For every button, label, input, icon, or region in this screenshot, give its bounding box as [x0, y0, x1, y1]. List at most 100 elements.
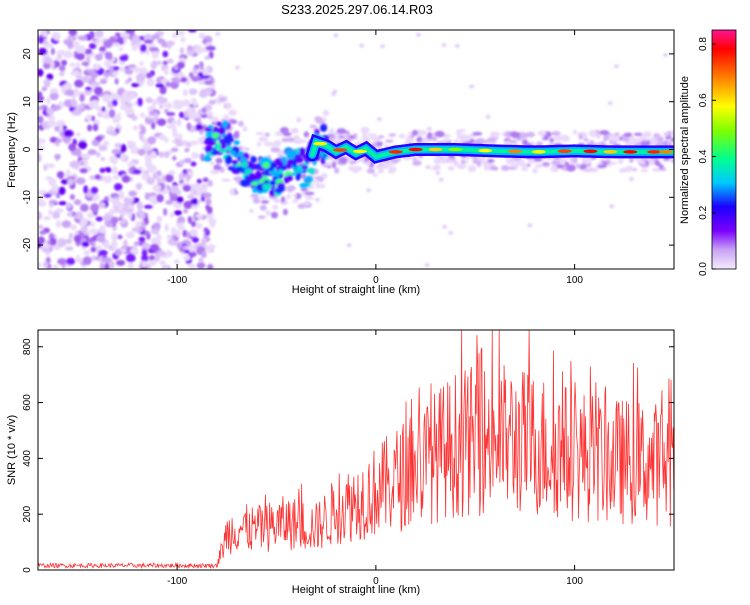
spectrogram-noise-blob — [123, 239, 128, 249]
x-tick-label: 100 — [566, 275, 583, 286]
spectrogram-noise-blob — [124, 106, 134, 116]
spectrogram-noise-blob — [628, 176, 634, 181]
spectrogram-noise-blob — [135, 182, 143, 190]
spectrogram-noise-blob — [203, 227, 209, 233]
spectrogram-noise-blob — [92, 196, 98, 202]
spectrogram-signal-blob — [264, 169, 270, 177]
spectrogram-noise-blob — [207, 179, 213, 187]
spectrogram-noise-blob — [163, 208, 168, 216]
spectrogram-noise-blob — [135, 220, 142, 228]
spectrogram-noise-blob — [522, 139, 528, 146]
spectrogram-noise-blob — [88, 43, 97, 49]
colorbar-tick-label: 0.4 — [698, 149, 709, 163]
spectrogram-noise-blob — [164, 108, 169, 114]
spectrogram-noise-blob — [190, 229, 197, 237]
spectrogram-noise-blob — [59, 71, 65, 77]
spectrogram-noise-blob — [83, 185, 89, 194]
spectrogram-noise-blob — [489, 131, 498, 139]
spectrogram-noise-blob — [566, 164, 576, 172]
spectrogram-signal-blob — [205, 145, 213, 153]
spectrogram-noise-blob — [202, 185, 208, 193]
spectrogram-noise-blob — [424, 263, 430, 268]
spectrogram-noise-blob — [460, 159, 466, 165]
spectrogram-noise-blob — [152, 184, 162, 192]
spectrogram-noise-blob — [191, 197, 199, 206]
spectrogram-noise-blob — [169, 193, 178, 202]
spectrogram-signal-blob — [239, 151, 244, 158]
spectrogram-noise-blob — [113, 202, 121, 208]
spectrogram-noise-blob — [73, 87, 79, 97]
spectrogram-noise-blob — [198, 257, 204, 264]
spectrogram-noise-blob — [69, 160, 80, 169]
spectrogram-noise-blob — [586, 165, 592, 171]
spectrogram-signal-blob — [274, 171, 280, 178]
ridge-hot-spot — [428, 147, 443, 152]
spectrogram-noise-blob — [88, 30, 95, 39]
spectrogram-noise-blob — [38, 224, 44, 230]
y-tick-label: 0 — [22, 567, 33, 573]
spectrogram-noise-blob — [57, 258, 67, 265]
spectrogram-noise-blob — [81, 241, 90, 248]
spectrogram-noise-blob — [111, 99, 118, 107]
spectrogram-noise-blob — [76, 52, 85, 61]
spectrogram-noise-blob — [99, 225, 106, 234]
spectrogram-noise-blob — [52, 264, 59, 269]
spectrogram-noise-blob — [300, 187, 309, 192]
snr-frame — [37, 329, 675, 571]
spectrogram-noise-blob — [126, 161, 136, 167]
spectrogram-noise-blob — [202, 192, 212, 199]
spectrogram-noise-blob — [38, 111, 42, 117]
spectrogram-signal-blob — [306, 168, 316, 173]
ridge-hot-spot — [508, 149, 522, 154]
spectrogram-noise-blob — [38, 236, 45, 245]
spectrogram-noise-blob — [49, 199, 58, 204]
spectrogram-noise-blob — [412, 129, 418, 136]
spectrogram-noise-blob — [551, 159, 561, 166]
spectrogram-noise-blob — [156, 118, 167, 126]
spectrogram-noise-blob — [81, 76, 91, 83]
colorbar-tick-label: 0.0 — [698, 262, 709, 276]
spectrogram-noise-blob — [38, 106, 44, 111]
spectrogram-noise-blob — [191, 220, 196, 228]
spectrogram-signal-blob — [233, 140, 240, 146]
spectrogram-noise-blob — [202, 177, 209, 183]
spectrogram-noise-blob — [55, 153, 60, 161]
spectrogram-noise-blob — [94, 174, 101, 180]
spectrogram-noise-blob — [50, 237, 57, 246]
spectrogram-noise-blob — [384, 139, 394, 143]
spectrogram-noise-blob — [124, 68, 134, 75]
spectrogram-noise-blob — [93, 86, 103, 96]
spectrogram-noise-blob — [259, 204, 267, 211]
spectrogram-noise-blob — [121, 175, 131, 183]
spectrogram-noise-blob — [102, 257, 113, 264]
spectrogram-noise-blob — [39, 230, 47, 235]
spectrogram-noise-blob — [95, 136, 103, 142]
spectrogram-signal-blob — [218, 147, 228, 153]
spectrogram-noise-blob — [427, 132, 433, 139]
spectrogram-noise-blob — [171, 226, 177, 236]
spectrogram-noise-blob — [205, 204, 210, 211]
spectrogram-noise-blob — [229, 119, 238, 125]
spectrogram-signal-blob — [262, 162, 271, 169]
spectrogram-noise-blob — [91, 99, 99, 108]
ridge-hot-spot — [583, 149, 598, 154]
spectrogram-noise-blob — [447, 165, 455, 171]
spectrogram-noise-blob — [591, 167, 598, 173]
spectrogram-noise-blob — [158, 151, 164, 158]
spectrogram-noise-blob — [388, 133, 397, 137]
spectrogram-noise-blob — [209, 220, 216, 228]
spectrogram-noise-blob — [139, 112, 146, 118]
spectrogram-noise-blob — [65, 238, 73, 245]
spectrogram-noise-blob — [195, 213, 204, 219]
spectrogram-noise-blob — [670, 137, 674, 142]
spectrogram-noise-blob — [333, 33, 339, 38]
spectrogram-noise-blob — [205, 198, 212, 206]
spectrogram-signal-blob — [319, 152, 325, 157]
spectrogram-noise-blob — [603, 135, 608, 142]
spectrogram-noise-blob — [438, 177, 444, 182]
spectrogram-marks — [38, 30, 674, 269]
spectrogram-noise-blob — [303, 131, 309, 138]
spectrogram-noise-blob — [119, 66, 125, 73]
spectrogram-noise-blob — [331, 92, 336, 97]
spectrogram-noise-blob — [442, 138, 451, 143]
